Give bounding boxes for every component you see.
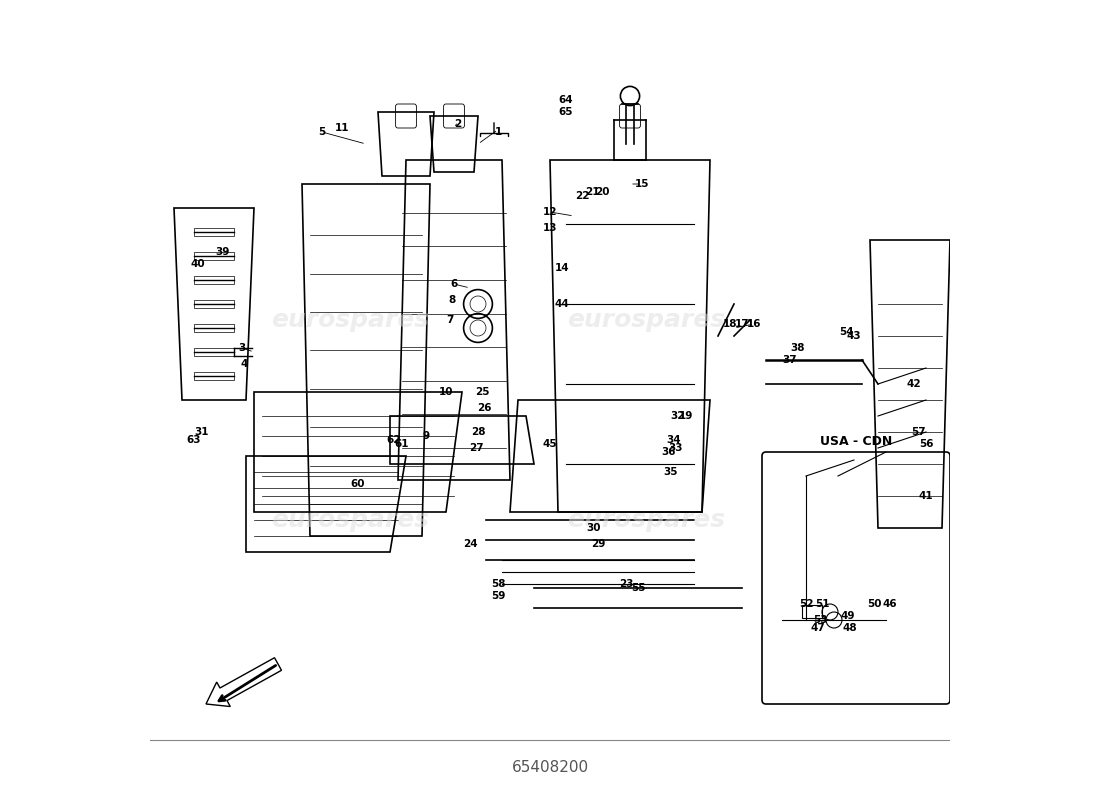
Text: 51: 51 — [815, 599, 829, 609]
Text: 34: 34 — [666, 435, 681, 445]
Text: 39: 39 — [214, 247, 229, 257]
Text: 47: 47 — [811, 623, 825, 633]
Text: 13: 13 — [542, 223, 558, 233]
Text: 65: 65 — [559, 107, 573, 117]
Text: 32: 32 — [671, 411, 685, 421]
Text: eurospares: eurospares — [271, 308, 429, 332]
Text: 59: 59 — [491, 591, 505, 601]
Text: 18: 18 — [723, 319, 737, 329]
Text: 12: 12 — [542, 207, 558, 217]
Text: 60: 60 — [351, 479, 365, 489]
Text: 57: 57 — [911, 427, 925, 437]
Text: 15: 15 — [635, 179, 649, 189]
Text: 42: 42 — [906, 379, 922, 389]
Text: 16: 16 — [747, 319, 761, 329]
Text: 38: 38 — [791, 343, 805, 353]
Text: 31: 31 — [195, 427, 209, 437]
Bar — [194, 348, 234, 356]
Text: 37: 37 — [783, 355, 798, 365]
Text: 63: 63 — [187, 435, 201, 445]
Text: 26: 26 — [477, 403, 492, 413]
Text: eurospares: eurospares — [566, 308, 725, 332]
Text: 4: 4 — [241, 359, 249, 369]
Text: 44: 44 — [554, 299, 570, 309]
Text: 53: 53 — [813, 615, 827, 625]
Bar — [194, 252, 234, 260]
Text: 28: 28 — [471, 427, 485, 437]
Text: 22: 22 — [574, 191, 590, 201]
Text: USA - CDN: USA - CDN — [820, 435, 892, 448]
Text: 61: 61 — [395, 439, 409, 449]
Text: 48: 48 — [843, 623, 857, 633]
Text: 1: 1 — [494, 127, 502, 137]
Text: 64: 64 — [559, 95, 573, 105]
Text: 62: 62 — [387, 435, 402, 445]
Text: 17: 17 — [735, 319, 749, 329]
Text: 54: 54 — [838, 327, 854, 337]
Text: 14: 14 — [554, 263, 570, 273]
Text: 8: 8 — [449, 295, 456, 305]
Text: 9: 9 — [422, 431, 430, 441]
Text: 7: 7 — [447, 315, 453, 325]
Bar — [194, 276, 234, 284]
Text: 6: 6 — [450, 279, 458, 289]
Text: 33: 33 — [669, 443, 683, 453]
FancyArrow shape — [206, 658, 282, 706]
Text: 5: 5 — [318, 127, 326, 137]
Text: 55: 55 — [630, 583, 646, 593]
Bar — [194, 324, 234, 332]
Text: 36: 36 — [661, 447, 675, 457]
Text: 45: 45 — [542, 439, 558, 449]
Text: 40: 40 — [190, 259, 206, 269]
Bar — [194, 372, 234, 380]
Text: 43: 43 — [847, 331, 861, 341]
Text: 46: 46 — [882, 599, 898, 609]
Text: 25: 25 — [475, 387, 490, 397]
Text: 49: 49 — [840, 611, 855, 621]
Text: 20: 20 — [595, 187, 609, 197]
Bar — [194, 228, 234, 236]
Bar — [194, 300, 234, 308]
Bar — [802, 605, 822, 618]
Text: 56: 56 — [918, 439, 933, 449]
Text: 58: 58 — [491, 579, 505, 589]
Text: 3: 3 — [239, 343, 245, 353]
Text: 21: 21 — [585, 187, 600, 197]
Text: 19: 19 — [679, 411, 693, 421]
Text: 10: 10 — [439, 387, 453, 397]
Text: 50: 50 — [867, 599, 881, 609]
Text: 65408200: 65408200 — [512, 761, 588, 775]
Text: eurospares: eurospares — [271, 508, 429, 532]
Text: 35: 35 — [663, 467, 678, 477]
Text: 2: 2 — [454, 119, 462, 129]
Text: 30: 30 — [586, 523, 601, 533]
Text: 11: 11 — [334, 123, 350, 133]
Text: 29: 29 — [591, 539, 605, 549]
Text: 27: 27 — [469, 443, 484, 453]
Text: 41: 41 — [918, 491, 933, 501]
Text: eurospares: eurospares — [566, 508, 725, 532]
Text: 52: 52 — [799, 599, 813, 609]
Text: 24: 24 — [463, 539, 477, 549]
Text: 23: 23 — [618, 579, 634, 589]
